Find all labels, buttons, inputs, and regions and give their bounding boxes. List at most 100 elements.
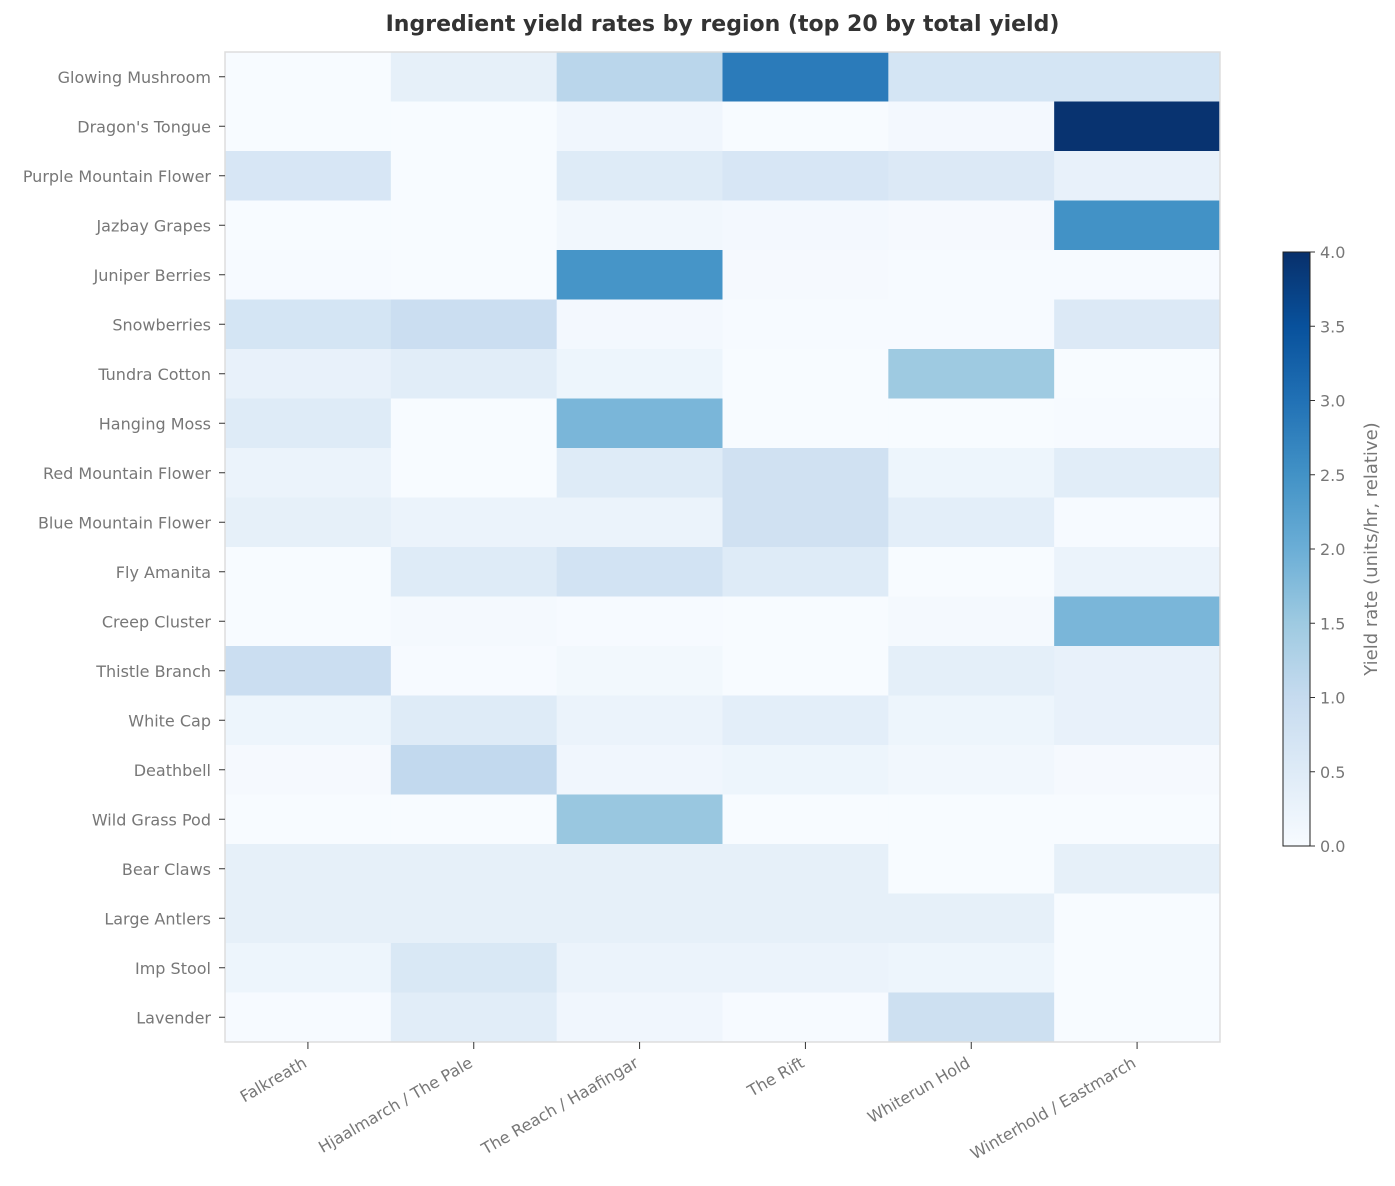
heatmap-cell <box>888 349 1055 399</box>
heatmap-cell <box>888 448 1055 498</box>
colorbar-tick-label: 3.5 <box>1320 317 1345 336</box>
colorbar-tick-label: 1.0 <box>1320 689 1345 708</box>
y-tick-label: Purple Mountain Flower <box>23 167 212 186</box>
y-tick-label: Red Mountain Flower <box>43 464 211 483</box>
y-tick-label: Dragon's Tongue <box>77 117 211 136</box>
y-tick-label: Creep Cluster <box>102 612 212 631</box>
heatmap-cell <box>390 299 558 350</box>
heatmap-cell <box>888 596 1055 647</box>
y-tick-label: Snowberries <box>112 315 211 334</box>
heatmap-cell <box>722 547 889 597</box>
colorbar-tick-label: 0.5 <box>1320 763 1345 782</box>
heatmap-cell <box>556 596 723 647</box>
heatmap-cell <box>225 299 392 350</box>
heatmap-cell <box>722 101 889 152</box>
heatmap-cell <box>1054 250 1221 300</box>
heatmap-cell <box>556 250 723 300</box>
heatmap-cell <box>390 349 558 399</box>
heatmap-cell <box>556 943 723 993</box>
heatmap-cell <box>225 101 392 152</box>
heatmap-cell <box>888 745 1055 795</box>
heatmap-cell <box>390 844 558 894</box>
heatmap-cell <box>1054 646 1221 696</box>
heatmap-cell <box>556 695 723 746</box>
heatmap-cell <box>722 794 889 845</box>
heatmap-cell <box>888 893 1055 944</box>
heatmap-cell <box>722 250 889 300</box>
heatmap-cell <box>1054 299 1221 350</box>
x-tick-label: Hjaalmarch / The Pale <box>315 1053 476 1157</box>
heatmap-cell <box>390 695 558 746</box>
heatmap-cell <box>225 893 392 944</box>
y-tick-label: White Cap <box>128 711 211 730</box>
y-tick-label: Jazbay Grapes <box>95 216 211 235</box>
colorbar-tick-label: 2.0 <box>1320 540 1345 559</box>
heatmap-cell <box>225 646 392 696</box>
heatmap-cell <box>888 398 1055 449</box>
heatmap-cell <box>888 52 1055 102</box>
heatmap-cell <box>1054 101 1221 152</box>
heatmap-cell <box>1054 52 1221 102</box>
heatmap-cell <box>1054 200 1221 251</box>
heatmap-cell <box>556 101 723 152</box>
heatmap-cell <box>888 497 1055 548</box>
heatmap-cell <box>225 992 392 1043</box>
plot-frame <box>224 51 1221 1043</box>
y-tick-label: Bear Claws <box>122 860 211 879</box>
heatmap-cell <box>1054 151 1221 201</box>
heatmap-cell <box>225 250 392 300</box>
heatmap-cell <box>722 646 889 696</box>
heatmap-cell <box>390 398 558 449</box>
heatmap-cell <box>1054 497 1221 548</box>
heatmap-cell <box>1054 943 1221 993</box>
heatmap-cell <box>390 151 558 201</box>
heatmap-cell <box>888 101 1055 152</box>
y-tick-label: Glowing Mushroom <box>58 68 211 87</box>
heatmap-cell <box>722 52 889 102</box>
heatmap-cell <box>225 943 392 993</box>
heatmap-cell <box>225 695 392 746</box>
heatmap-cell <box>1054 893 1221 944</box>
heatmap-cell <box>390 448 558 498</box>
heatmap-cell <box>390 646 558 696</box>
y-tick-label: Lavender <box>136 1008 211 1027</box>
heatmap-cell <box>722 398 889 449</box>
heatmap-cell <box>888 200 1055 251</box>
y-tick-label: Blue Mountain Flower <box>38 513 211 532</box>
heatmap-cell <box>556 497 723 548</box>
heatmap-cell <box>1054 992 1221 1043</box>
heatmap-cell <box>1054 695 1221 746</box>
x-tick-label: The Reach / Haafingar <box>477 1053 642 1159</box>
heatmap-cell <box>888 943 1055 993</box>
x-tick-label: The Rift <box>743 1053 807 1101</box>
x-tick-label: Whiterun Hold <box>864 1053 973 1127</box>
y-tick-label: Thistle Branch <box>95 662 211 681</box>
colorbar-tick-label: 3.0 <box>1320 392 1345 411</box>
heatmap-cell <box>722 844 889 894</box>
heatmap-cell <box>225 448 392 498</box>
heatmap-cell <box>390 250 558 300</box>
x-tick-label: Falkreath <box>237 1053 310 1106</box>
heatmap-cell <box>722 596 889 647</box>
heatmap-cell <box>1054 596 1221 647</box>
heatmap-cell <box>722 349 889 399</box>
heatmap-cell <box>556 299 723 350</box>
heatmap-cell <box>1054 547 1221 597</box>
heatmap-cell <box>722 695 889 746</box>
heatmap-cell <box>225 745 392 795</box>
heatmap-cell <box>390 943 558 993</box>
heatmap-cell <box>390 200 558 251</box>
heatmap-cell <box>225 844 392 894</box>
heatmap-cell <box>390 596 558 647</box>
heatmap-cell <box>556 992 723 1043</box>
heatmap-cell <box>722 299 889 350</box>
heatmap-cell <box>556 893 723 944</box>
heatmap-cell <box>888 992 1055 1043</box>
colorbar-tick-label: 1.5 <box>1320 614 1345 633</box>
heatmap-cell <box>556 547 723 597</box>
heatmap-cell <box>556 844 723 894</box>
heatmap-cell <box>888 547 1055 597</box>
heatmap-cell <box>1054 844 1221 894</box>
heatmap-cell <box>390 52 558 102</box>
